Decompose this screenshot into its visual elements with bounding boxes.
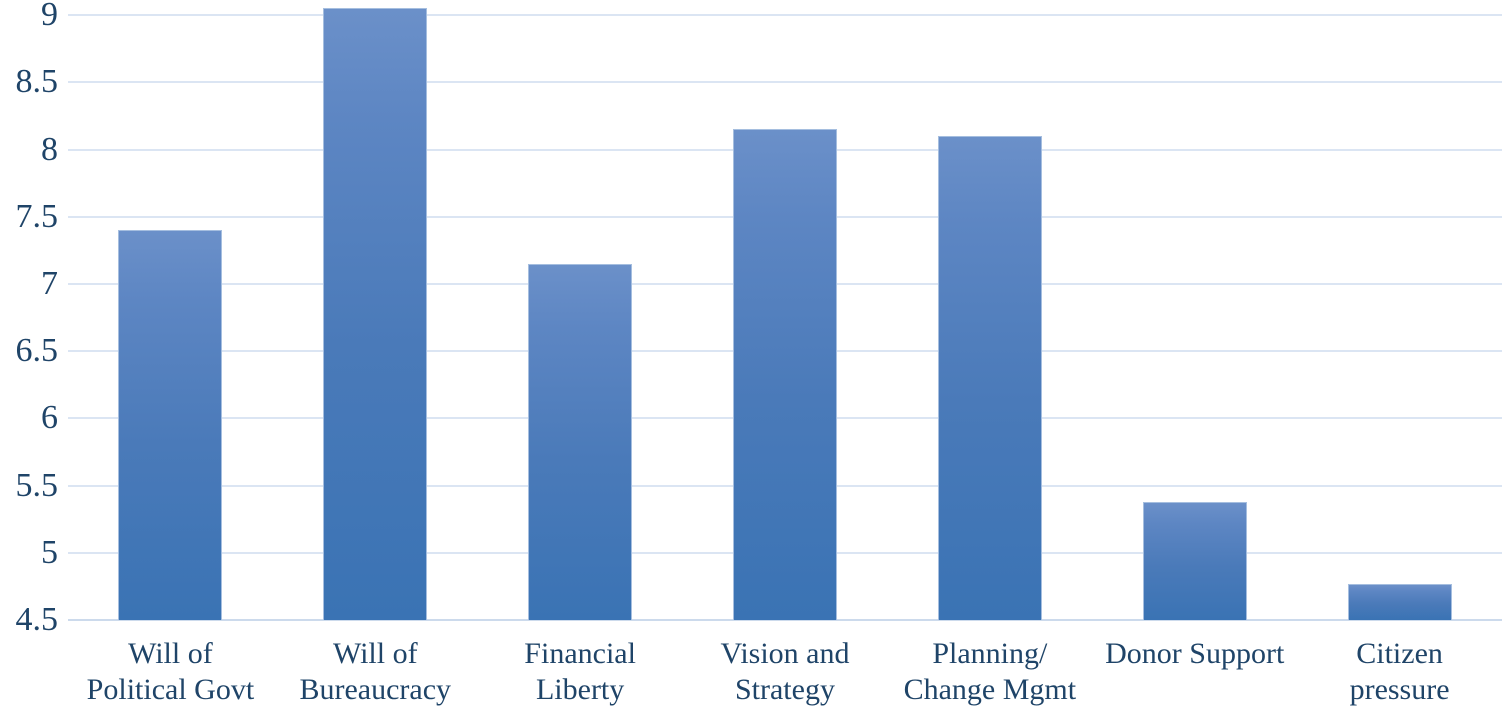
x-tick-label: Citizen pressure xyxy=(1349,637,1450,706)
gridline xyxy=(68,81,1502,84)
bar xyxy=(937,136,1042,620)
y-tick-label: 6.5 xyxy=(15,332,59,370)
x-tick-label: Financial Liberty xyxy=(524,637,636,706)
x-tick-label: Will of Bureaucracy xyxy=(299,637,452,706)
gridline xyxy=(68,14,1502,17)
x-axis: Will of Political Govt Will of Bureaucrac… xyxy=(68,636,1502,711)
y-axis: 9 8.5 8 7.5 7 6.5 6 5.5 5 4.5 xyxy=(0,0,59,638)
bar xyxy=(323,8,428,620)
bar xyxy=(733,129,837,620)
x-tick-label: Will of Political Govt xyxy=(86,637,255,706)
gridline xyxy=(68,619,1502,621)
x-tick-label: Vision and Strategy xyxy=(720,637,850,706)
y-tick-label: 7.5 xyxy=(15,197,59,235)
y-tick-label: 8.5 xyxy=(15,63,59,101)
x-tick-label: Donor Support xyxy=(1105,637,1285,670)
x-tick-label: Planning/ Change Mgmt xyxy=(903,637,1077,706)
y-tick-label: 5.5 xyxy=(15,466,59,504)
y-tick-label: 9 xyxy=(41,0,58,34)
bar xyxy=(1347,583,1452,620)
y-tick-label: 5 xyxy=(41,533,58,571)
y-tick-label: 8 xyxy=(41,130,58,168)
plot-area xyxy=(68,0,1502,621)
bar xyxy=(118,230,223,620)
y-tick-label: 7 xyxy=(41,265,58,302)
y-tick-label: 6 xyxy=(41,399,58,437)
bar xyxy=(528,263,633,620)
y-tick-label: 4.5 xyxy=(15,601,59,638)
bar xyxy=(1142,501,1247,620)
